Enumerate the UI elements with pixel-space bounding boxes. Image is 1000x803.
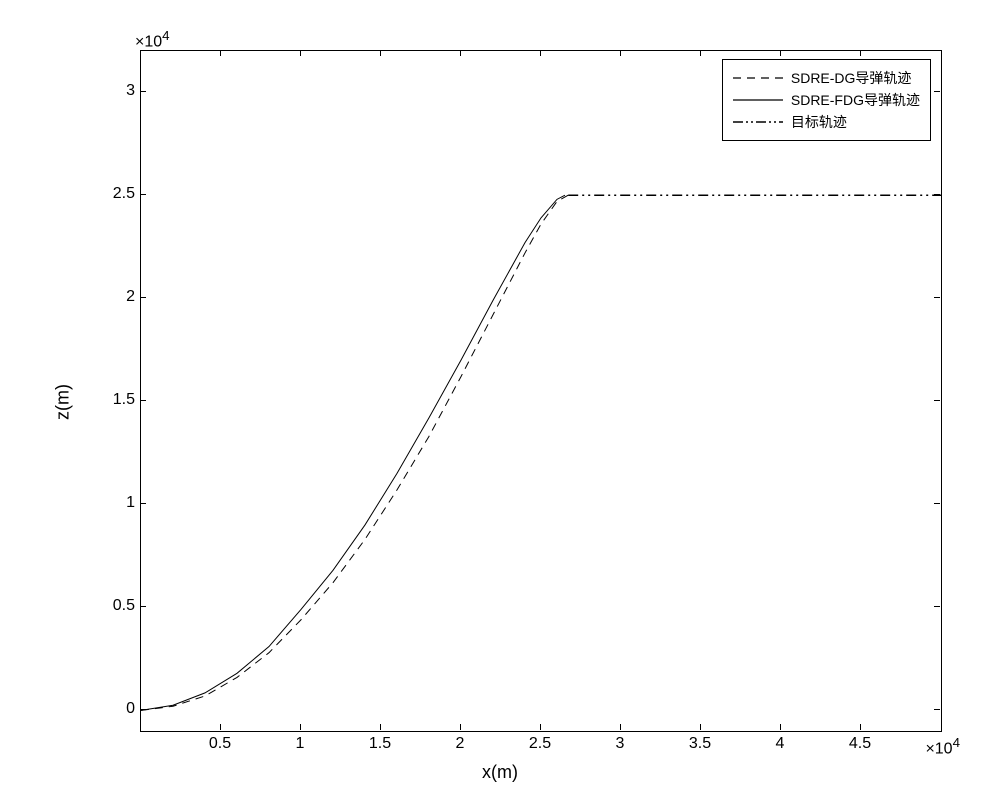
legend-label: SDRE-DG导弹轨迹 (791, 68, 912, 88)
x-tick-mark (700, 50, 701, 56)
y-tick-label: 2.5 (113, 185, 135, 203)
y-tick-label: 3 (126, 82, 135, 100)
x-tick-label: 0.5 (209, 735, 231, 753)
y-tick-mark (140, 709, 146, 710)
y-axis-label: z(m) (52, 384, 73, 420)
y-tick-label: 1.5 (113, 391, 135, 409)
y-tick-mark (140, 606, 146, 607)
legend-item-target: 目标轨迹 (733, 112, 920, 132)
y-tick-label: 0.5 (113, 597, 135, 615)
legend-item-sdre-dg: SDRE-DG导弹轨迹 (733, 68, 920, 88)
y-tick-mark (140, 400, 146, 401)
x-tick-mark (460, 724, 461, 730)
plot-area: SDRE-DG导弹轨迹 SDRE-FDG导弹轨迹 目标轨迹 (140, 50, 942, 732)
y-tick-mark (934, 709, 940, 710)
x-tick-label: 4 (776, 735, 785, 753)
x-tick-mark (780, 50, 781, 56)
x-tick-mark (380, 724, 381, 730)
y-tick-mark (934, 503, 940, 504)
y-tick-label: 2 (126, 288, 135, 306)
x-tick-label: 2.5 (529, 735, 551, 753)
x-exponent: ×104 (925, 735, 960, 758)
y-tick-mark (934, 297, 940, 298)
y-tick-mark (934, 91, 940, 92)
series-line (141, 195, 568, 710)
x-tick-label: 2 (456, 735, 465, 753)
y-exponent: ×104 (135, 28, 170, 51)
x-tick-mark (860, 724, 861, 730)
x-tick-mark (620, 50, 621, 56)
y-tick-mark (140, 297, 146, 298)
x-tick-mark (220, 50, 221, 56)
y-tick-label: 0 (126, 700, 135, 718)
legend-line-dashdot-icon (733, 114, 783, 130)
x-tick-mark (780, 724, 781, 730)
legend-item-sdre-fdg: SDRE-FDG导弹轨迹 (733, 90, 920, 110)
x-tick-mark (220, 724, 221, 730)
x-tick-label: 1 (296, 735, 305, 753)
plot-svg (141, 51, 941, 731)
x-tick-label: 3.5 (689, 735, 711, 753)
legend-line-solid-icon (733, 92, 783, 108)
x-tick-mark (700, 724, 701, 730)
y-tick-mark (934, 606, 940, 607)
x-tick-mark (380, 50, 381, 56)
x-tick-label: 4.5 (849, 735, 871, 753)
y-tick-mark (140, 503, 146, 504)
legend-line-dashed-icon (733, 70, 783, 86)
legend: SDRE-DG导弹轨迹 SDRE-FDG导弹轨迹 目标轨迹 (722, 59, 931, 141)
x-tick-mark (460, 50, 461, 56)
x-tick-label: 1.5 (369, 735, 391, 753)
legend-label: 目标轨迹 (791, 112, 847, 132)
y-tick-mark (140, 91, 146, 92)
y-tick-mark (934, 194, 940, 195)
x-tick-mark (540, 50, 541, 56)
y-tick-mark (934, 400, 940, 401)
x-tick-label: 3 (616, 735, 625, 753)
x-axis-label: x(m) (482, 762, 518, 783)
x-tick-mark (860, 50, 861, 56)
chart-container: ×104 SDRE-DG导弹轨迹 SDRE-FDG导弹轨迹 (20, 20, 980, 783)
x-tick-mark (620, 724, 621, 730)
x-tick-mark (540, 724, 541, 730)
legend-label: SDRE-FDG导弹轨迹 (791, 90, 920, 110)
y-tick-mark (140, 194, 146, 195)
y-tick-label: 1 (126, 494, 135, 512)
x-tick-mark (300, 50, 301, 56)
series-line (141, 195, 565, 710)
x-tick-mark (300, 724, 301, 730)
